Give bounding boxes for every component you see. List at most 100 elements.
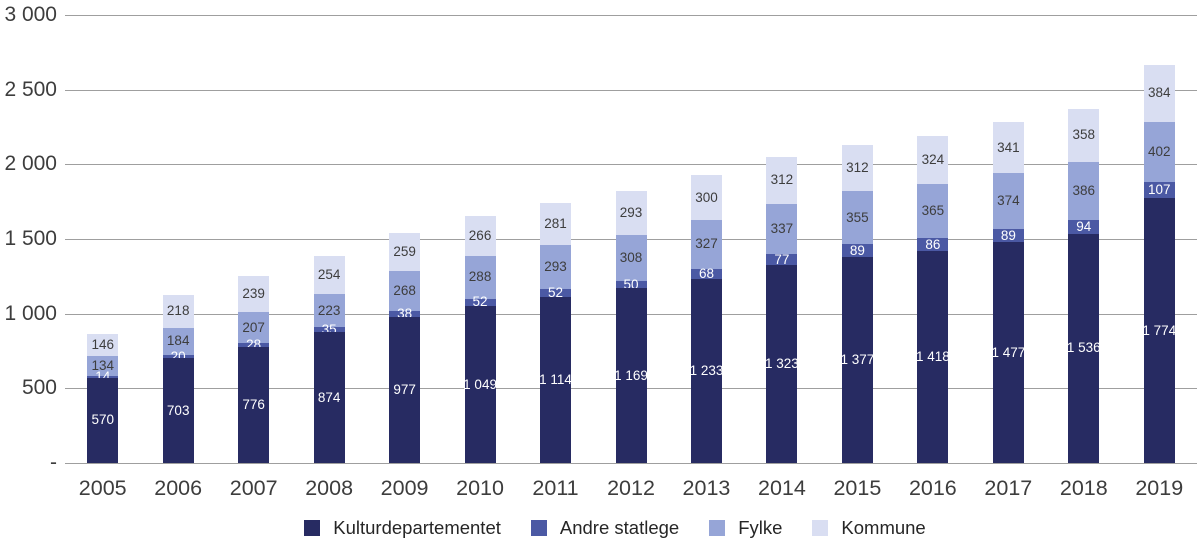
segment-kulturdepartementet-2008: 874 [313, 332, 345, 463]
segment-value-label: 134 [91, 357, 114, 373]
legend-item-kommune: Kommune [812, 517, 926, 538]
segment-value-label: 355 [846, 209, 869, 225]
legend-label-andre-statlege: Andre statlege [559, 517, 680, 538]
segment-value-label: 207 [242, 319, 265, 335]
bar-2006: 703 20 184 218 [162, 295, 194, 463]
segment-fylke-2017: 374 [992, 173, 1024, 230]
y-axis-tick-label-1500: 1 500 [4, 227, 57, 250]
bar-2009: 977 38 268 259 [389, 232, 421, 463]
segment-value-label: 146 [91, 336, 114, 352]
bar-2007: 776 28 207 239 [238, 276, 270, 463]
segment-value-label: 266 [468, 227, 492, 243]
legend-swatch-fylke [709, 520, 726, 536]
gridline-3000 [65, 15, 1197, 16]
x-axis-label-2019: 2019 [1135, 476, 1184, 500]
segment-andre-statlege-2014: 77 [766, 252, 798, 266]
segment-value-label: 218 [166, 303, 190, 319]
segment-value-label: 288 [468, 269, 492, 285]
segment-kulturdepartementet-2019: 1 774 [1142, 198, 1177, 463]
segment-kommune-2012: 293 [615, 191, 647, 235]
segment-value-label: 703 [166, 402, 190, 418]
segment-fylke-2018: 386 [1068, 161, 1100, 220]
segment-value-label: 312 [846, 159, 869, 175]
segment-fylke-2010: 288 [464, 255, 496, 299]
segment-value-label: 402 [1148, 144, 1171, 160]
segment-value-label: 384 [1148, 85, 1171, 101]
segment-value-label: 1 049 [463, 376, 497, 392]
x-axis-label-2014: 2014 [758, 476, 806, 500]
segment-kulturdepartementet-2012: 1 169 [614, 288, 648, 463]
segment-value-label: 1 323 [765, 356, 799, 372]
segment-value-label: 1 477 [991, 344, 1026, 360]
segment-value-label: 107 [1148, 182, 1171, 198]
bar-2018: 1 536 94 386 358 [1066, 108, 1101, 463]
x-axis-label-2013: 2013 [682, 476, 731, 500]
segment-fylke-2006: 184 [162, 327, 194, 356]
segment-value-label: 327 [695, 236, 718, 252]
segment-value-label: 86 [925, 236, 941, 252]
y-axis-tick-label-1000: 1 000 [4, 301, 57, 325]
x-axis-label-2010: 2010 [456, 476, 504, 500]
segment-kommune-2010: 266 [464, 215, 496, 256]
segment-andre-statlege-2015: 89 [841, 243, 873, 258]
segment-kulturdepartementet-2018: 1 536 [1066, 233, 1101, 463]
segment-kulturdepartementet-2007: 776 [238, 347, 270, 463]
segment-kommune-2009: 259 [389, 232, 421, 272]
segment-andre-statlege-2019: 107 [1143, 182, 1175, 199]
legend-item-fylke: Fylke [709, 518, 782, 538]
x-axis-label-2017: 2017 [984, 476, 1033, 500]
bar-2014: 1 323 77 337 312 [765, 157, 799, 463]
segment-value-label: 281 [544, 216, 567, 232]
segment-value-label: 1 536 [1066, 340, 1101, 356]
segment-andre-statlege-2013: 68 [690, 266, 722, 280]
x-axis-label-2008: 2008 [305, 476, 354, 500]
bar-2011: 1 114 52 293 281 [539, 203, 572, 463]
segment-value-label: 341 [997, 139, 1020, 155]
segment-value-label: 570 [91, 412, 114, 428]
segment-value-label: 94 [1076, 218, 1092, 234]
segment-kulturdepartementet-2016: 1 418 [915, 251, 950, 463]
segment-value-label: 776 [242, 397, 265, 413]
x-axis-label-2016: 2016 [908, 476, 957, 500]
segment-value-label: 1 233 [689, 362, 724, 378]
x-axis-label-2018: 2018 [1059, 476, 1108, 500]
segment-value-label: 254 [317, 267, 341, 282]
segment-value-label: 223 [317, 302, 341, 318]
segment-kulturdepartementet-2010: 1 049 [463, 306, 497, 463]
segment-kulturdepartementet-2011: 1 114 [539, 296, 572, 463]
legend-label-kulturdepartementet: Kulturdepartementet [333, 517, 501, 538]
segment-value-label: 1 774 [1142, 322, 1177, 338]
segment-fylke-2012: 308 [615, 235, 647, 281]
legend-item-kulturdepartementet: Kulturdepartementet [304, 518, 501, 538]
segment-kommune-2018: 358 [1068, 108, 1100, 162]
segment-value-label: 268 [393, 283, 416, 299]
segment-kulturdepartementet-2014: 1 323 [765, 265, 799, 463]
segment-value-label: 358 [1072, 127, 1096, 143]
segment-andre-statlege-2012: 50 [615, 277, 647, 291]
bar-2015: 1 377 89 355 312 [841, 144, 874, 463]
segment-fylke-2011: 293 [540, 245, 572, 289]
legend-label-kommune: Kommune [841, 517, 926, 538]
segment-value-label: 308 [619, 249, 643, 265]
segment-fylke-2016: 365 [917, 183, 949, 239]
segment-kommune-2014: 312 [766, 157, 798, 204]
x-axis-label-2015: 2015 [833, 476, 882, 500]
legend-swatch-kulturdepartementet [304, 520, 321, 536]
legend-label-fylke: Fylke [738, 517, 783, 538]
bar-2013: 1 233 68 327 300 [689, 175, 724, 463]
segment-kommune-2013: 300 [690, 175, 722, 220]
segment-fylke-2013: 327 [690, 219, 722, 269]
segment-kulturdepartementet-2015: 1 377 [841, 257, 874, 463]
segment-value-label: 874 [317, 389, 341, 405]
legend-item-andre-statlege: Andre statlege [530, 517, 680, 538]
segment-fylke-2008: 223 [313, 293, 345, 328]
segment-value-label: 386 [1072, 182, 1096, 198]
segment-kommune-2015: 312 [841, 144, 873, 192]
segment-value-label: 365 [921, 203, 945, 219]
segment-kommune-2019: 384 [1143, 64, 1175, 123]
segment-fylke-2009: 268 [389, 271, 421, 312]
gridline-2500 [65, 89, 1197, 91]
segment-value-label: 1 418 [915, 349, 950, 365]
segment-value-label: 184 [166, 333, 190, 349]
